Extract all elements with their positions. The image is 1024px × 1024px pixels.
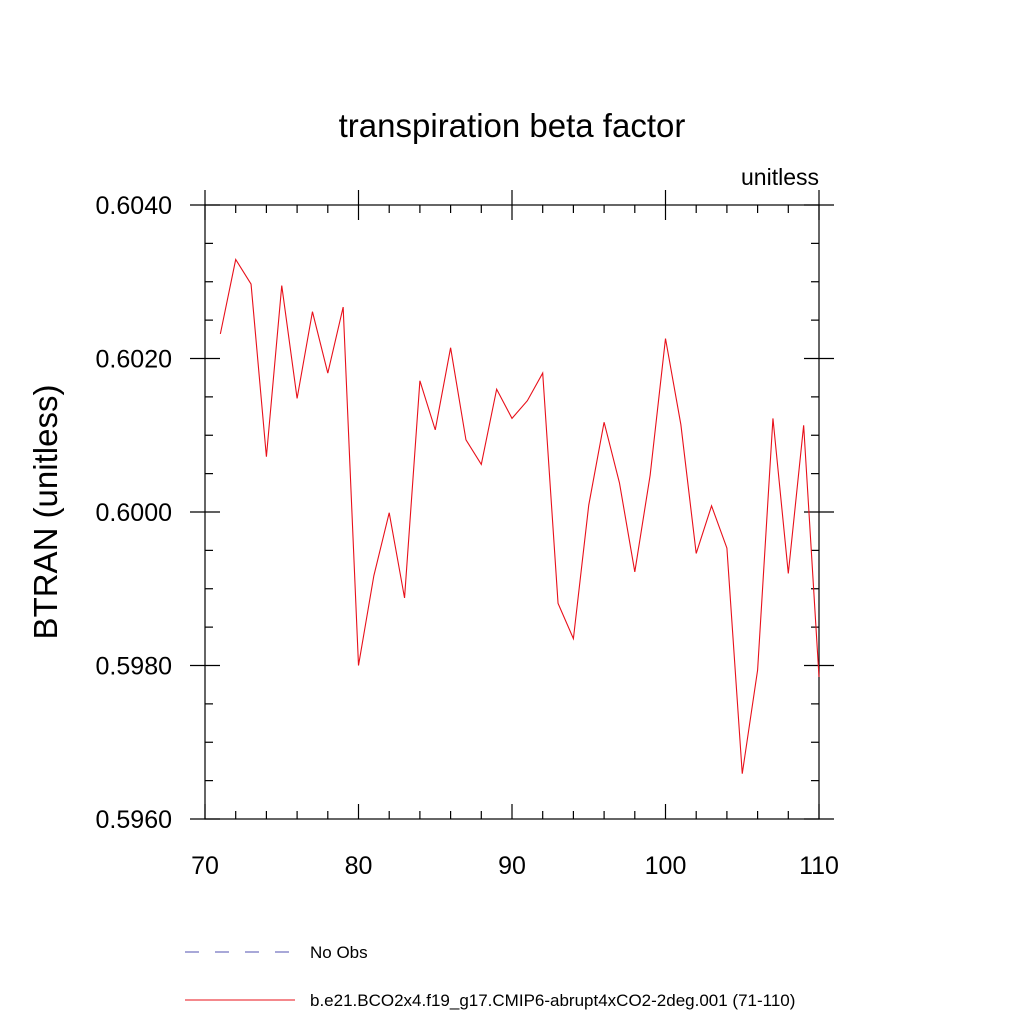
x-tick-label: 90 [498, 852, 526, 880]
y-tick-label: 0.5960 [96, 806, 172, 834]
minor-ticks [205, 205, 819, 819]
series-line [219, 258, 820, 774]
x-tick-labels: 70 80 90 100 110 [191, 852, 839, 880]
plot-frame [204, 204, 820, 820]
legend-entry: b.e21.BCO2x4.f19_g17.CMIP6-abrupt4xCO2-2… [310, 991, 795, 1010]
y-tick-label: 0.6040 [96, 192, 172, 220]
legend-entry: No Obs [310, 943, 368, 962]
y-tick-label: 0.6020 [96, 346, 172, 374]
y-tick-label: 0.6000 [96, 499, 172, 527]
x-tick-label: 80 [345, 852, 373, 880]
chart-title: transpiration beta factor [339, 107, 686, 144]
y-tick-labels: 0.5960 0.5980 0.6000 0.6020 0.6040 [96, 192, 172, 834]
units-label: unitless [741, 164, 819, 190]
y-tick-label: 0.5980 [96, 653, 172, 681]
major-ticks [190, 190, 834, 820]
x-tick-label: 70 [191, 852, 219, 880]
x-tick-label: 100 [645, 852, 687, 880]
y-axis-label: BTRAN (unitless) [27, 385, 64, 640]
legend: No Obs b.e21.BCO2x4.f19_g17.CMIP6-abrupt4… [185, 943, 795, 1010]
x-tick-label: 110 [799, 852, 839, 880]
series-layer [219, 258, 820, 774]
